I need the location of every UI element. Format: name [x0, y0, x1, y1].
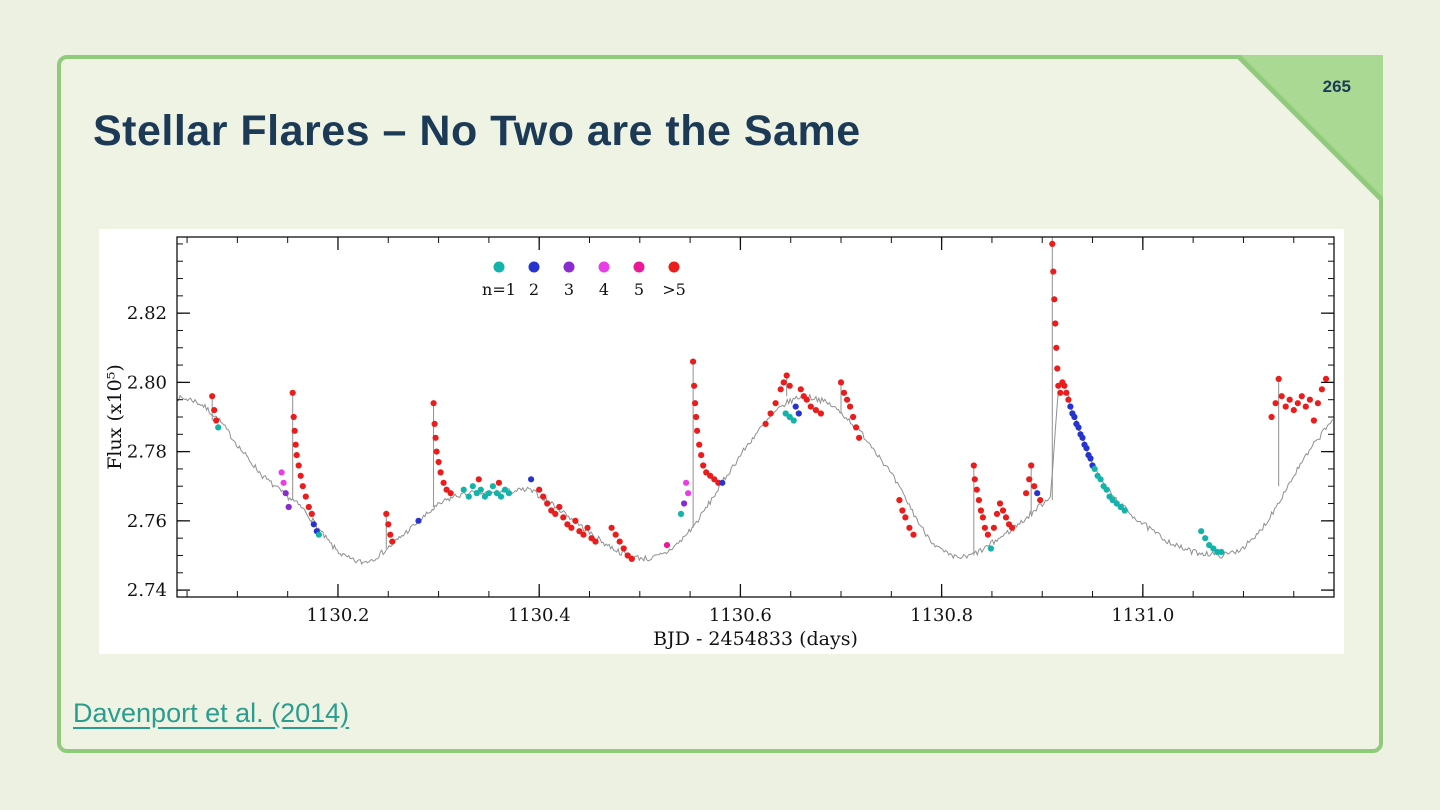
- svg-text:2.78: 2.78: [127, 442, 167, 463]
- svg-text:2.80: 2.80: [127, 372, 167, 393]
- svg-text:2.82: 2.82: [127, 303, 167, 324]
- svg-text:3: 3: [564, 280, 574, 299]
- svg-text:1130.2: 1130.2: [306, 605, 369, 626]
- page-number: 265: [1322, 77, 1351, 96]
- svg-text:1131.0: 1131.0: [1111, 605, 1174, 626]
- svg-text:Flux (x10⁵): Flux (x10⁵): [104, 364, 126, 470]
- svg-text:5: 5: [634, 280, 644, 299]
- light-curve-chart: 1130.2 1130.4 1130.6 1130.8 1131.0 2.74 2.76 2.…: [104, 236, 1335, 650]
- svg-text:>5: >5: [662, 280, 686, 299]
- svg-text:BJD - 2454833 (days): BJD - 2454833 (days): [653, 628, 858, 650]
- svg-text:2.76: 2.76: [127, 511, 167, 532]
- slide: 265 Stellar Flares – No Two are the Same…: [57, 55, 1383, 753]
- svg-text:1130.8: 1130.8: [910, 605, 973, 626]
- light-curve-figure: 1130.2 1130.4 1130.6 1130.8 1131.0 2.74 2.76 2.…: [99, 229, 1344, 654]
- svg-text:4: 4: [599, 280, 609, 299]
- corner-fold-icon: [1237, 55, 1383, 201]
- slide-title: Stellar Flares – No Two are the Same: [93, 107, 861, 155]
- citation-link[interactable]: Davenport et al. (2014): [73, 698, 350, 728]
- svg-text:1130.4: 1130.4: [508, 605, 571, 626]
- svg-text:2.74: 2.74: [127, 580, 167, 601]
- svg-text:2: 2: [529, 280, 539, 299]
- svg-text:1130.6: 1130.6: [709, 605, 772, 626]
- svg-text:n=1: n=1: [482, 280, 516, 299]
